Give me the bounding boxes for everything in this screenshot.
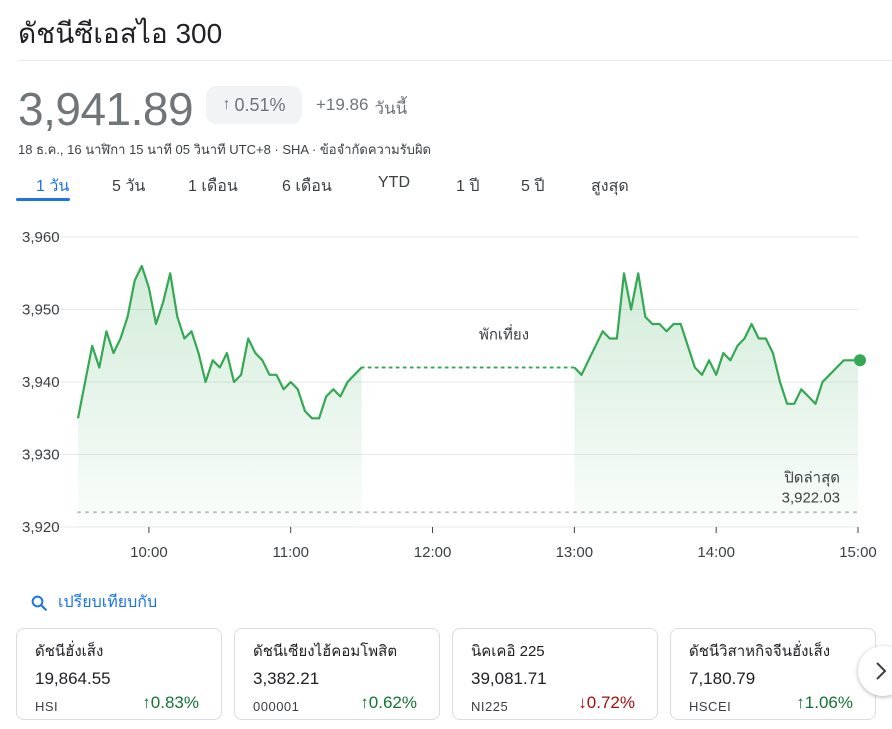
y-tick-label: 3,950 — [22, 302, 60, 319]
price-chart[interactable]: 3,960 3,950 3,940 3,930 3,920 10:00 11:00 12:00… — [0, 215, 892, 575]
arrow-up-icon: ↑ — [796, 693, 805, 712]
index-value: 39,081.71 — [471, 669, 547, 688]
morning-series-area — [78, 266, 362, 527]
index-value: 7,180.79 — [689, 669, 756, 688]
previous-close-label: ปิดล่าสุด — [783, 469, 840, 487]
y-tick-label: 3,930 — [22, 447, 60, 464]
y-tick-label: 3,960 — [22, 229, 60, 246]
index-name: ดัชนีเซียงไฮ้คอมโพสิต — [253, 643, 398, 660]
index-symbol: NI225 — [471, 699, 509, 714]
active-tab-indicator — [16, 198, 70, 201]
search-icon — [31, 595, 47, 611]
x-tick-label: 11:00 — [273, 544, 309, 561]
x-tick-label: 12:00 — [414, 544, 452, 561]
page-title: ดัชนีซีเอสไอ 300 — [18, 18, 223, 49]
x-tick-label: 10:00 — [130, 544, 168, 561]
compare-label: เปรียบเทียบกับ — [58, 594, 158, 611]
next-cards-button[interactable] — [858, 646, 892, 696]
afternoon-series-area — [574, 273, 858, 527]
change-period: วันนี้ — [374, 99, 408, 118]
index-card-000001[interactable]: ดัชนีเซียงไฮ้คอมโพสิต 3,382.21 000001 ↑0… — [234, 628, 440, 720]
tab-1-year[interactable]: 1 ปี — [456, 178, 480, 195]
index-change: ↓0.72% — [578, 693, 635, 713]
morning-series-line — [76, 264, 363, 420]
latest-price-dot — [854, 354, 866, 367]
x-tick-label: 13:00 — [556, 544, 594, 561]
tab-6-months[interactable]: 6 เดือน — [282, 178, 332, 195]
arrow-up-icon: ↑ — [222, 96, 231, 113]
index-change-value: 1.06% — [804, 693, 853, 712]
chevron-right-icon — [876, 662, 887, 680]
pct-change-value: 0.51% — [234, 94, 286, 115]
tab-max[interactable]: สูงสุด — [591, 178, 629, 195]
tab-1-month[interactable]: 1 เดือน — [188, 178, 238, 195]
index-card-hsi[interactable]: ดัชนีฮั่งเส็ง 19,864.55 HSI ↑0.83% — [16, 628, 222, 720]
y-tick-label: 3,920 — [22, 519, 60, 536]
x-tick-label: 15:00 — [839, 544, 877, 561]
index-change: ↑0.62% — [360, 693, 417, 713]
arrow-up-icon: ↑ — [142, 693, 151, 712]
arrow-down-icon: ↓ — [578, 693, 587, 712]
index-change-value: 0.83% — [150, 693, 199, 712]
tab-5-years[interactable]: 5 ปี — [521, 178, 545, 195]
pct-change-badge: ↑ 0.51% — [206, 86, 302, 124]
tab-5-days[interactable]: 5 วัน — [112, 178, 146, 195]
tab-1-day[interactable]: 1 วัน — [36, 178, 70, 195]
index-symbol: HSI — [35, 699, 59, 714]
abs-change: +19.86 วันนี้ — [316, 95, 407, 122]
arrow-up-icon: ↑ — [360, 693, 369, 712]
index-card-ni225[interactable]: นิคเคอิ 225 39,081.71 NI225 ↓0.72% — [452, 628, 658, 720]
index-change-value: 0.62% — [368, 693, 417, 712]
divider — [18, 60, 892, 61]
index-name: นิคเคอิ 225 — [471, 643, 545, 660]
previous-close-value: 3,922.03 — [782, 489, 840, 506]
abs-change-value: +19.86 — [316, 95, 369, 114]
afternoon-series-line — [573, 272, 858, 405]
lunch-break-label: พักเที่ยง — [479, 324, 529, 344]
index-value: 3,382.21 — [253, 669, 320, 688]
index-value: 19,864.55 — [35, 669, 111, 688]
index-change: ↑1.06% — [796, 693, 853, 713]
quote-meta[interactable]: 18 ธ.ค., 16 นาฬิกา 15 นาที 05 วินาที UTC… — [18, 142, 431, 157]
index-symbol: 000001 — [253, 699, 300, 714]
current-price: 3,941.89 — [18, 83, 194, 135]
compare-button[interactable]: เปรียบเทียบกับ — [30, 590, 157, 615]
index-card-hscei[interactable]: ดัชนีวิสาหกิจจีนฮั่งเส็ง 7,180.79 HSCEI … — [670, 628, 876, 720]
index-name: ดัชนีวิสาหกิจจีนฮั่งเส็ง — [689, 643, 831, 660]
index-change-value: 0.72% — [586, 693, 635, 712]
y-tick-label: 3,940 — [22, 374, 60, 391]
index-change: ↑0.83% — [142, 693, 199, 713]
tab-ytd[interactable]: YTD — [378, 174, 410, 191]
x-tick-label: 14:00 — [697, 544, 735, 561]
index-name: ดัชนีฮั่งเส็ง — [35, 643, 104, 660]
index-symbol: HSCEI — [689, 699, 732, 714]
